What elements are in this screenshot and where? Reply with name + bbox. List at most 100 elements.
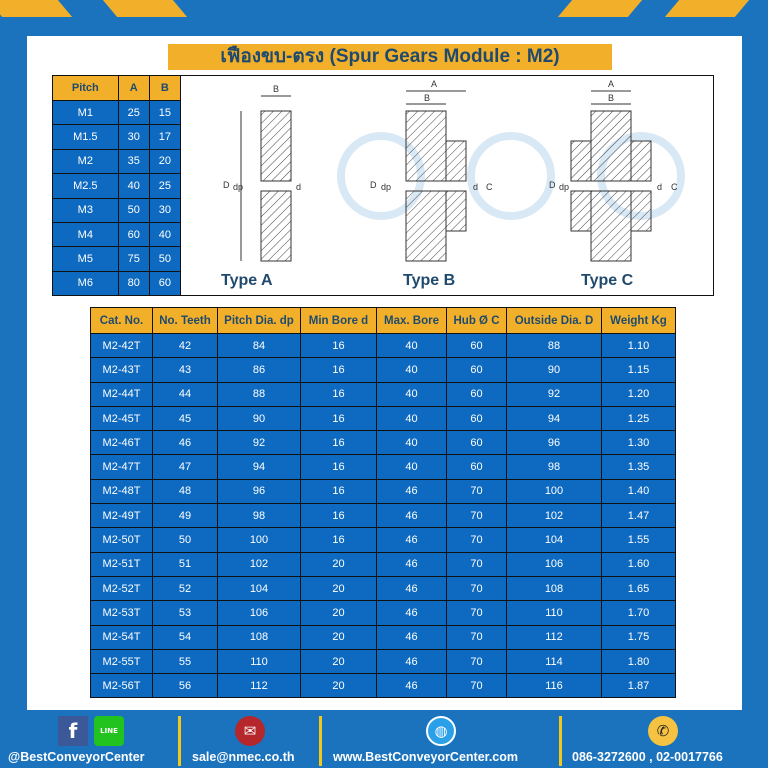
pitch-cell: 60 (148, 270, 182, 297)
pitch-row: M3 50 30 (52, 197, 182, 223)
table-cell: 104 (217, 575, 301, 602)
line-icon[interactable]: LINE (94, 716, 124, 746)
dim-d: d (657, 182, 662, 192)
phone-numbers[interactable]: 086-3272600 , 02-0017766 (572, 750, 723, 764)
table-cell: 102 (217, 551, 301, 577)
table-cell: 20 (300, 648, 377, 675)
table-cell: 53 (152, 600, 218, 626)
dim-d: d (296, 182, 301, 192)
table-cell: M2-46T (90, 430, 153, 456)
table-row: M2-51T 51 102 20 46 70 106 1.60 (90, 551, 676, 577)
pitch-row: M6 80 60 (52, 270, 182, 297)
header-cell: A (117, 75, 150, 101)
table-cell: 1.60 (601, 551, 676, 577)
pitch-cell: M6 (52, 270, 119, 297)
table-cell: 96 (217, 478, 301, 505)
table-cell: 52 (152, 575, 218, 602)
dim-b: B (273, 84, 279, 94)
table-cell: 70 (446, 624, 507, 650)
table-row: M2-55T 55 110 20 46 70 114 1.80 (90, 648, 676, 675)
table-cell: 48 (152, 478, 218, 505)
pitch-cell: 35 (117, 148, 150, 175)
table-cell: 51 (152, 551, 218, 577)
pitch-cell: M4 (52, 221, 119, 248)
table-cell: 60 (446, 454, 507, 480)
table-cell: 1.47 (601, 503, 676, 529)
header-cell: Pitch (52, 75, 119, 101)
table-cell: 46 (376, 624, 447, 650)
table-cell: 1.20 (601, 381, 676, 407)
table-row: M2-48T 48 96 16 46 70 100 1.40 (90, 478, 676, 505)
table-cell: 46 (376, 478, 447, 505)
table-cell: 45 (152, 405, 218, 432)
social-handle[interactable]: @BestConveyorCenter (8, 750, 145, 764)
table-cell: 16 (300, 405, 377, 432)
table-cell: M2-50T (90, 527, 153, 553)
pitch-cell: 25 (148, 173, 182, 199)
table-cell: 20 (300, 624, 377, 650)
table-cell: 46 (376, 503, 447, 529)
table-cell: 56 (152, 673, 218, 699)
pitch-cell: 30 (117, 124, 150, 150)
table-cell: 110 (217, 648, 301, 675)
dim-d-outer: D (370, 180, 377, 190)
pitch-row: M2 35 20 (52, 148, 182, 175)
table-cell: 20 (300, 551, 377, 577)
type-b-label: Type B (403, 272, 456, 289)
table-cell: 96 (506, 430, 602, 456)
table-cell: 20 (300, 575, 377, 602)
pitch-row: M2.5 40 25 (52, 173, 182, 199)
email-icon: ✉ (235, 716, 265, 746)
table-cell: 50 (152, 527, 218, 553)
type-a-label: Type A (221, 272, 273, 289)
table-cell: 1.25 (601, 405, 676, 432)
table-cell: 94 (506, 405, 602, 432)
table-cell: 70 (446, 575, 507, 602)
table-cell: 46 (376, 575, 447, 602)
type-c-drawing (570, 90, 652, 262)
table-cell: 1.75 (601, 624, 676, 650)
table-row: M2-47T 47 94 16 40 60 98 1.35 (90, 454, 676, 480)
table-cell: 70 (446, 527, 507, 553)
email-link[interactable]: sale@nmec.co.th (192, 750, 295, 764)
facebook-icon[interactable]: f (58, 716, 88, 746)
table-cell: 16 (300, 527, 377, 553)
dim-dp: dp (381, 182, 391, 192)
dim-a: A (431, 79, 437, 89)
dim-a: A (608, 79, 614, 89)
table-cell: 90 (506, 357, 602, 383)
table-cell: 70 (446, 503, 507, 529)
phone-icon: ✆ (648, 716, 678, 746)
table-cell: 106 (217, 600, 301, 626)
table-cell: 70 (446, 648, 507, 675)
table-cell: 1.65 (601, 575, 676, 602)
table-cell: 44 (152, 381, 218, 407)
table-cell: 46 (376, 551, 447, 577)
table-cell: 40 (376, 405, 447, 432)
table-row: M2-45T 45 90 16 40 60 94 1.25 (90, 405, 676, 432)
table-cell: 16 (300, 381, 377, 407)
table-cell: 1.30 (601, 430, 676, 456)
table-cell: 114 (506, 648, 602, 675)
header-cell: Weight Kg (601, 307, 676, 334)
pitch-cell: M3 (52, 197, 119, 223)
table-cell: 110 (506, 600, 602, 626)
table-cell: M2-52T (90, 575, 153, 602)
table-cell: 90 (217, 405, 301, 432)
pitch-cell: 60 (117, 221, 150, 248)
dim-dp: dp (233, 182, 243, 192)
dim-b: B (608, 93, 614, 103)
header-cell: Pitch Dia. dp (217, 307, 301, 334)
table-cell: 46 (376, 527, 447, 553)
pitch-cell: 25 (117, 99, 150, 126)
divider (178, 716, 181, 766)
table-cell: 84 (217, 332, 301, 359)
table-cell: 47 (152, 454, 218, 480)
decor-stripe (0, 0, 73, 17)
table-cell: 98 (217, 503, 301, 529)
table-cell: 108 (506, 575, 602, 602)
website-link[interactable]: www.BestConveyorCenter.com (333, 750, 519, 764)
table-row: M2-46T 46 92 16 40 60 96 1.30 (90, 430, 676, 456)
table-cell: 16 (300, 503, 377, 529)
table-row: M2-52T 52 104 20 46 70 108 1.65 (90, 575, 676, 602)
